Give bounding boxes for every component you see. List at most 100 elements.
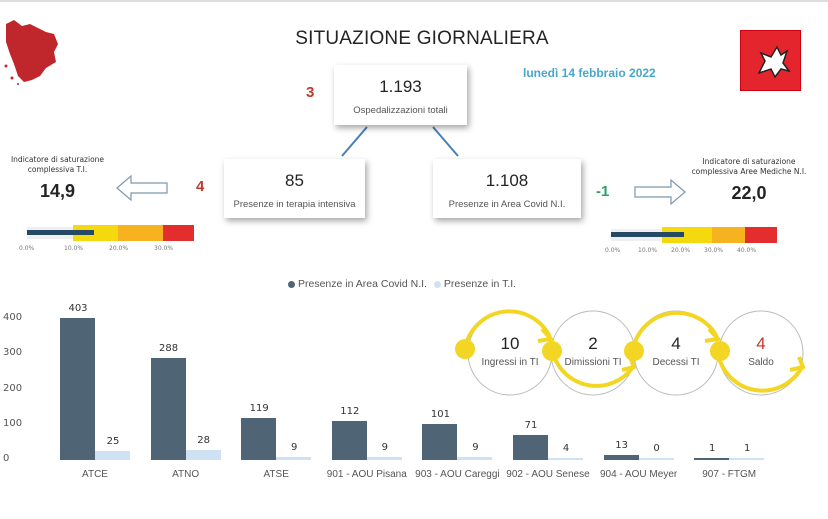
y-tick: 100 [3, 417, 23, 429]
bar[interactable] [548, 458, 583, 460]
data-label: 0 [653, 443, 660, 454]
totals-delta: 3 [306, 84, 315, 101]
card-area-covid-ni: 1.108 Presenze in Area Covid N.I. [433, 159, 581, 218]
ti-delta: 4 [196, 178, 205, 195]
dimissioni-ti-label: Dimissioni TI [564, 357, 622, 368]
data-label: 9 [291, 441, 298, 453]
indicator-ti: Indicatore di saturazione complessiva T.… [10, 155, 105, 202]
tick: 40.0% [737, 247, 757, 254]
totals-value: 1.193 [379, 77, 422, 96]
gauge-ti-fill [27, 230, 95, 235]
ingressi-ti-value: 10 [500, 334, 520, 353]
nonint-delta: -1 [596, 183, 610, 200]
tick: 20.0% [109, 245, 129, 252]
decessi-ti-value: 4 [671, 334, 681, 353]
data-label: 4 [562, 443, 570, 454]
legend-dot-icon [433, 280, 441, 288]
report-date: lunedì 14 febbraio 2022 [523, 66, 656, 80]
chart-legend: Presenze in Area Covid N.I. Presenze in … [288, 278, 516, 290]
tick: 0.0% [19, 245, 35, 252]
x-tick-label: ATSE [263, 469, 289, 480]
bar[interactable] [150, 358, 186, 460]
card-terapia-intensiva: 85 Presenze in terapia intensiva [224, 159, 365, 218]
saldo-label: Saldo [748, 357, 774, 368]
indicator-ti-label: Indicatore di saturazione [10, 155, 105, 164]
data-label: 112 [340, 405, 360, 417]
indicator-ni-value: 22,0 [731, 183, 767, 203]
x-tick-label: ATNO [172, 469, 200, 480]
bar[interactable] [276, 456, 312, 460]
bar[interactable] [60, 317, 95, 460]
data-label: 9 [381, 441, 388, 453]
card-ospedalizzazioni-totali: 1.193 Ospedalizzazioni totali [334, 65, 467, 125]
ti-value: 85 [285, 171, 304, 190]
bar[interactable] [366, 456, 402, 460]
gauge-ni: 0.0% 10.0% 20.0% 30.0% 40.0% [605, 227, 777, 254]
data-label: 71 [524, 419, 538, 431]
indicator-ni: Indicatore di saturazione complessiva Ar… [690, 157, 808, 204]
connector-lines [341, 126, 459, 157]
tick: 30.0% [704, 247, 724, 254]
arrow-right-icon [634, 178, 686, 206]
nonint-value: 1.108 [485, 171, 529, 190]
dimissioni-ti-value: 2 [588, 334, 598, 353]
bar[interactable] [331, 420, 367, 460]
bar[interactable] [457, 456, 493, 460]
y-tick: 200 [3, 382, 23, 394]
totals-label: Ospedalizzazioni totali [353, 105, 448, 116]
data-label: 119 [249, 403, 269, 415]
saldo-value: 4 [756, 334, 766, 353]
tick: 0.0% [605, 247, 621, 254]
bar[interactable] [638, 458, 674, 460]
legend-dot-icon [288, 280, 295, 288]
page-title: SITUAZIONE GIORNALIERA [295, 28, 549, 49]
legend-label: Presenze in Area Covid N.I. [298, 278, 427, 290]
data-label: 13 [615, 440, 628, 452]
data-label: 1 [744, 443, 751, 454]
bar[interactable] [729, 458, 765, 460]
indicator-ni-label-2: complessiva Aree Mediche N.I. [691, 167, 807, 176]
indicator-ti-label-2: complessiva T.I. [27, 165, 88, 174]
y-tick: 300 [3, 347, 23, 359]
y-tick: 400 [3, 312, 23, 323]
y-tick: 0 [3, 453, 10, 464]
bar[interactable] [513, 434, 548, 460]
decessi-ti-label: Decessi TI [652, 357, 700, 368]
data-label: 101 [430, 409, 450, 421]
arrow-left-icon [116, 174, 168, 202]
data-label: 25 [106, 436, 120, 448]
legend-item-ti: Presenze in T.I. [433, 278, 517, 290]
x-tick-label: 904 - AOU Meyer [599, 469, 678, 480]
data-label: 403 [68, 302, 88, 314]
ti-label: Presenze in terapia intensiva [233, 199, 356, 210]
flow-diagram [455, 309, 806, 396]
nonint-label: Presenze in Area Covid N.I. [448, 199, 566, 210]
ingressi-ti-label: Ingressi in TI [481, 357, 539, 368]
indicator-ti-value: 14,9 [39, 181, 76, 201]
bar[interactable] [185, 450, 221, 460]
x-tick-label: ATCE [82, 469, 108, 480]
indicator-ni-label: Indicatore di saturazione [702, 157, 796, 166]
bar[interactable] [694, 458, 730, 460]
bar-chart: 0 100 200 300 400 403 25 ATCE 288 28 ATNO 119 9 ATSE 1… [0, 292, 780, 502]
bar[interactable] [422, 424, 458, 460]
tick: 10.0% [638, 247, 658, 254]
x-tick-label: 903 - AOU Careggi [415, 469, 500, 480]
bar[interactable] [95, 451, 130, 460]
gauge-ni-fill [611, 232, 685, 237]
tick: 20.0% [671, 247, 691, 254]
legend-item-covid-ni: Presenze in Area Covid N.I. [288, 278, 427, 290]
tick: 10.0% [64, 245, 84, 252]
data-label: 1 [709, 443, 716, 454]
regione-toscana-pegasus-logo [740, 30, 801, 91]
gauge-ti: 0.0% 10.0% 20.0% 30.0% [19, 225, 194, 252]
data-label: 9 [472, 441, 479, 453]
x-tick-label: 901 - AOU Pisana [326, 469, 407, 480]
bar[interactable] [241, 418, 277, 460]
bar[interactable] [603, 455, 639, 460]
data-label: 28 [197, 435, 210, 447]
legend-label: Presenze in T.I. [443, 278, 517, 290]
tick: 30.0% [154, 245, 174, 252]
tuscany-map-icon [4, 20, 58, 85]
x-tick-label: 902 - AOU Senese [506, 469, 590, 480]
